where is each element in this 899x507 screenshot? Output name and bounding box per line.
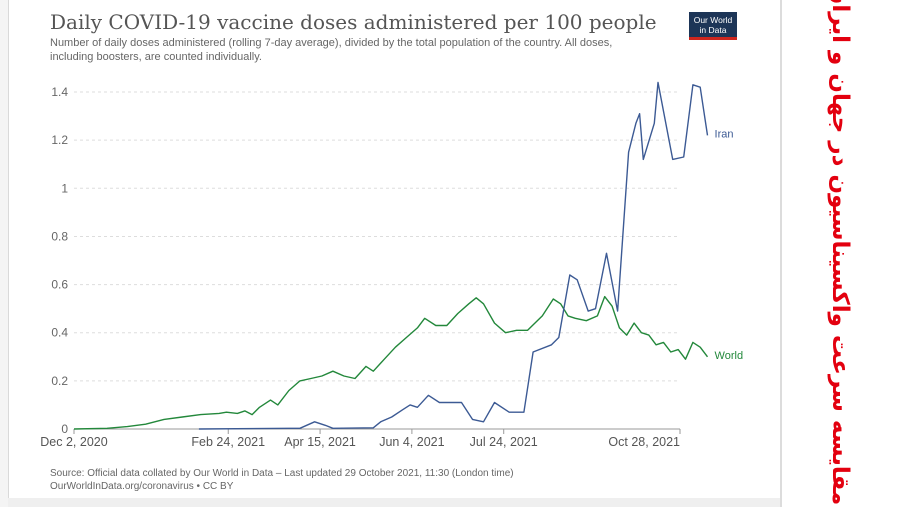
grid-lines	[74, 91, 680, 382]
y-tick-label: 1.2	[51, 133, 68, 147]
frame-bottom-border	[8, 498, 780, 507]
source-note: Source: Official data collated by Our Wo…	[50, 467, 514, 493]
x-tick-label: Dec 2, 2020	[40, 435, 107, 449]
world-series-label: World	[715, 350, 744, 362]
owid-logo[interactable]: Our World in Data	[689, 12, 737, 40]
x-tick-label: Feb 24, 2021	[191, 435, 265, 449]
line-chart: 0 0.2 0.4 0.6 0.8 1 1.2 1.4 Dec 2, 2020 Feb 24, 2…	[40, 81, 744, 449]
y-tick-label: 0.4	[51, 326, 68, 340]
side-annotation-text: مقایسه سرعت واکسیناسیون در جهان و ایران	[827, 0, 853, 506]
series-labels: World Iran	[715, 128, 744, 361]
axes: 0 0.2 0.4 0.6 0.8 1 1.2 1.4 Dec 2, 2020 Feb 24, 2…	[40, 85, 681, 449]
x-tick-label: Jul 24, 2021	[470, 435, 538, 449]
side-annotation: مقایسه سرعت واکسیناسیون در جهان و ایران	[785, 0, 895, 505]
frame-right-border	[780, 0, 782, 507]
y-tick-label: 0	[61, 422, 68, 436]
source-line-1: Source: Official data collated by Our Wo…	[50, 468, 514, 479]
chart-subtitle: Number of daily doses administered (roll…	[50, 37, 613, 63]
x-tick-label: Apr 15, 2021	[284, 435, 356, 449]
source-line-2[interactable]: OurWorldInData.org/coronavirus • CC BY	[50, 481, 234, 492]
logo-line-1: Our World	[693, 15, 733, 25]
chart-title: Daily COVID-19 vaccine doses administere…	[50, 10, 657, 34]
y-tick-label: 0.6	[51, 278, 68, 292]
iran-series-label: Iran	[715, 128, 734, 140]
iran-series-line	[198, 81, 709, 430]
y-tick-label: 1	[61, 181, 68, 195]
frame-left-border	[0, 0, 9, 507]
y-tick-label: 0.2	[51, 374, 68, 388]
logo-line-2: in Data	[699, 25, 727, 35]
x-tick-label: Jun 4, 2021	[379, 435, 444, 449]
x-tick-label: Oct 28, 2021	[608, 435, 680, 449]
y-tick-label: 0.8	[51, 229, 68, 243]
series-lines	[73, 81, 709, 430]
world-series-line	[73, 295, 709, 430]
y-tick-label: 1.4	[51, 85, 68, 99]
